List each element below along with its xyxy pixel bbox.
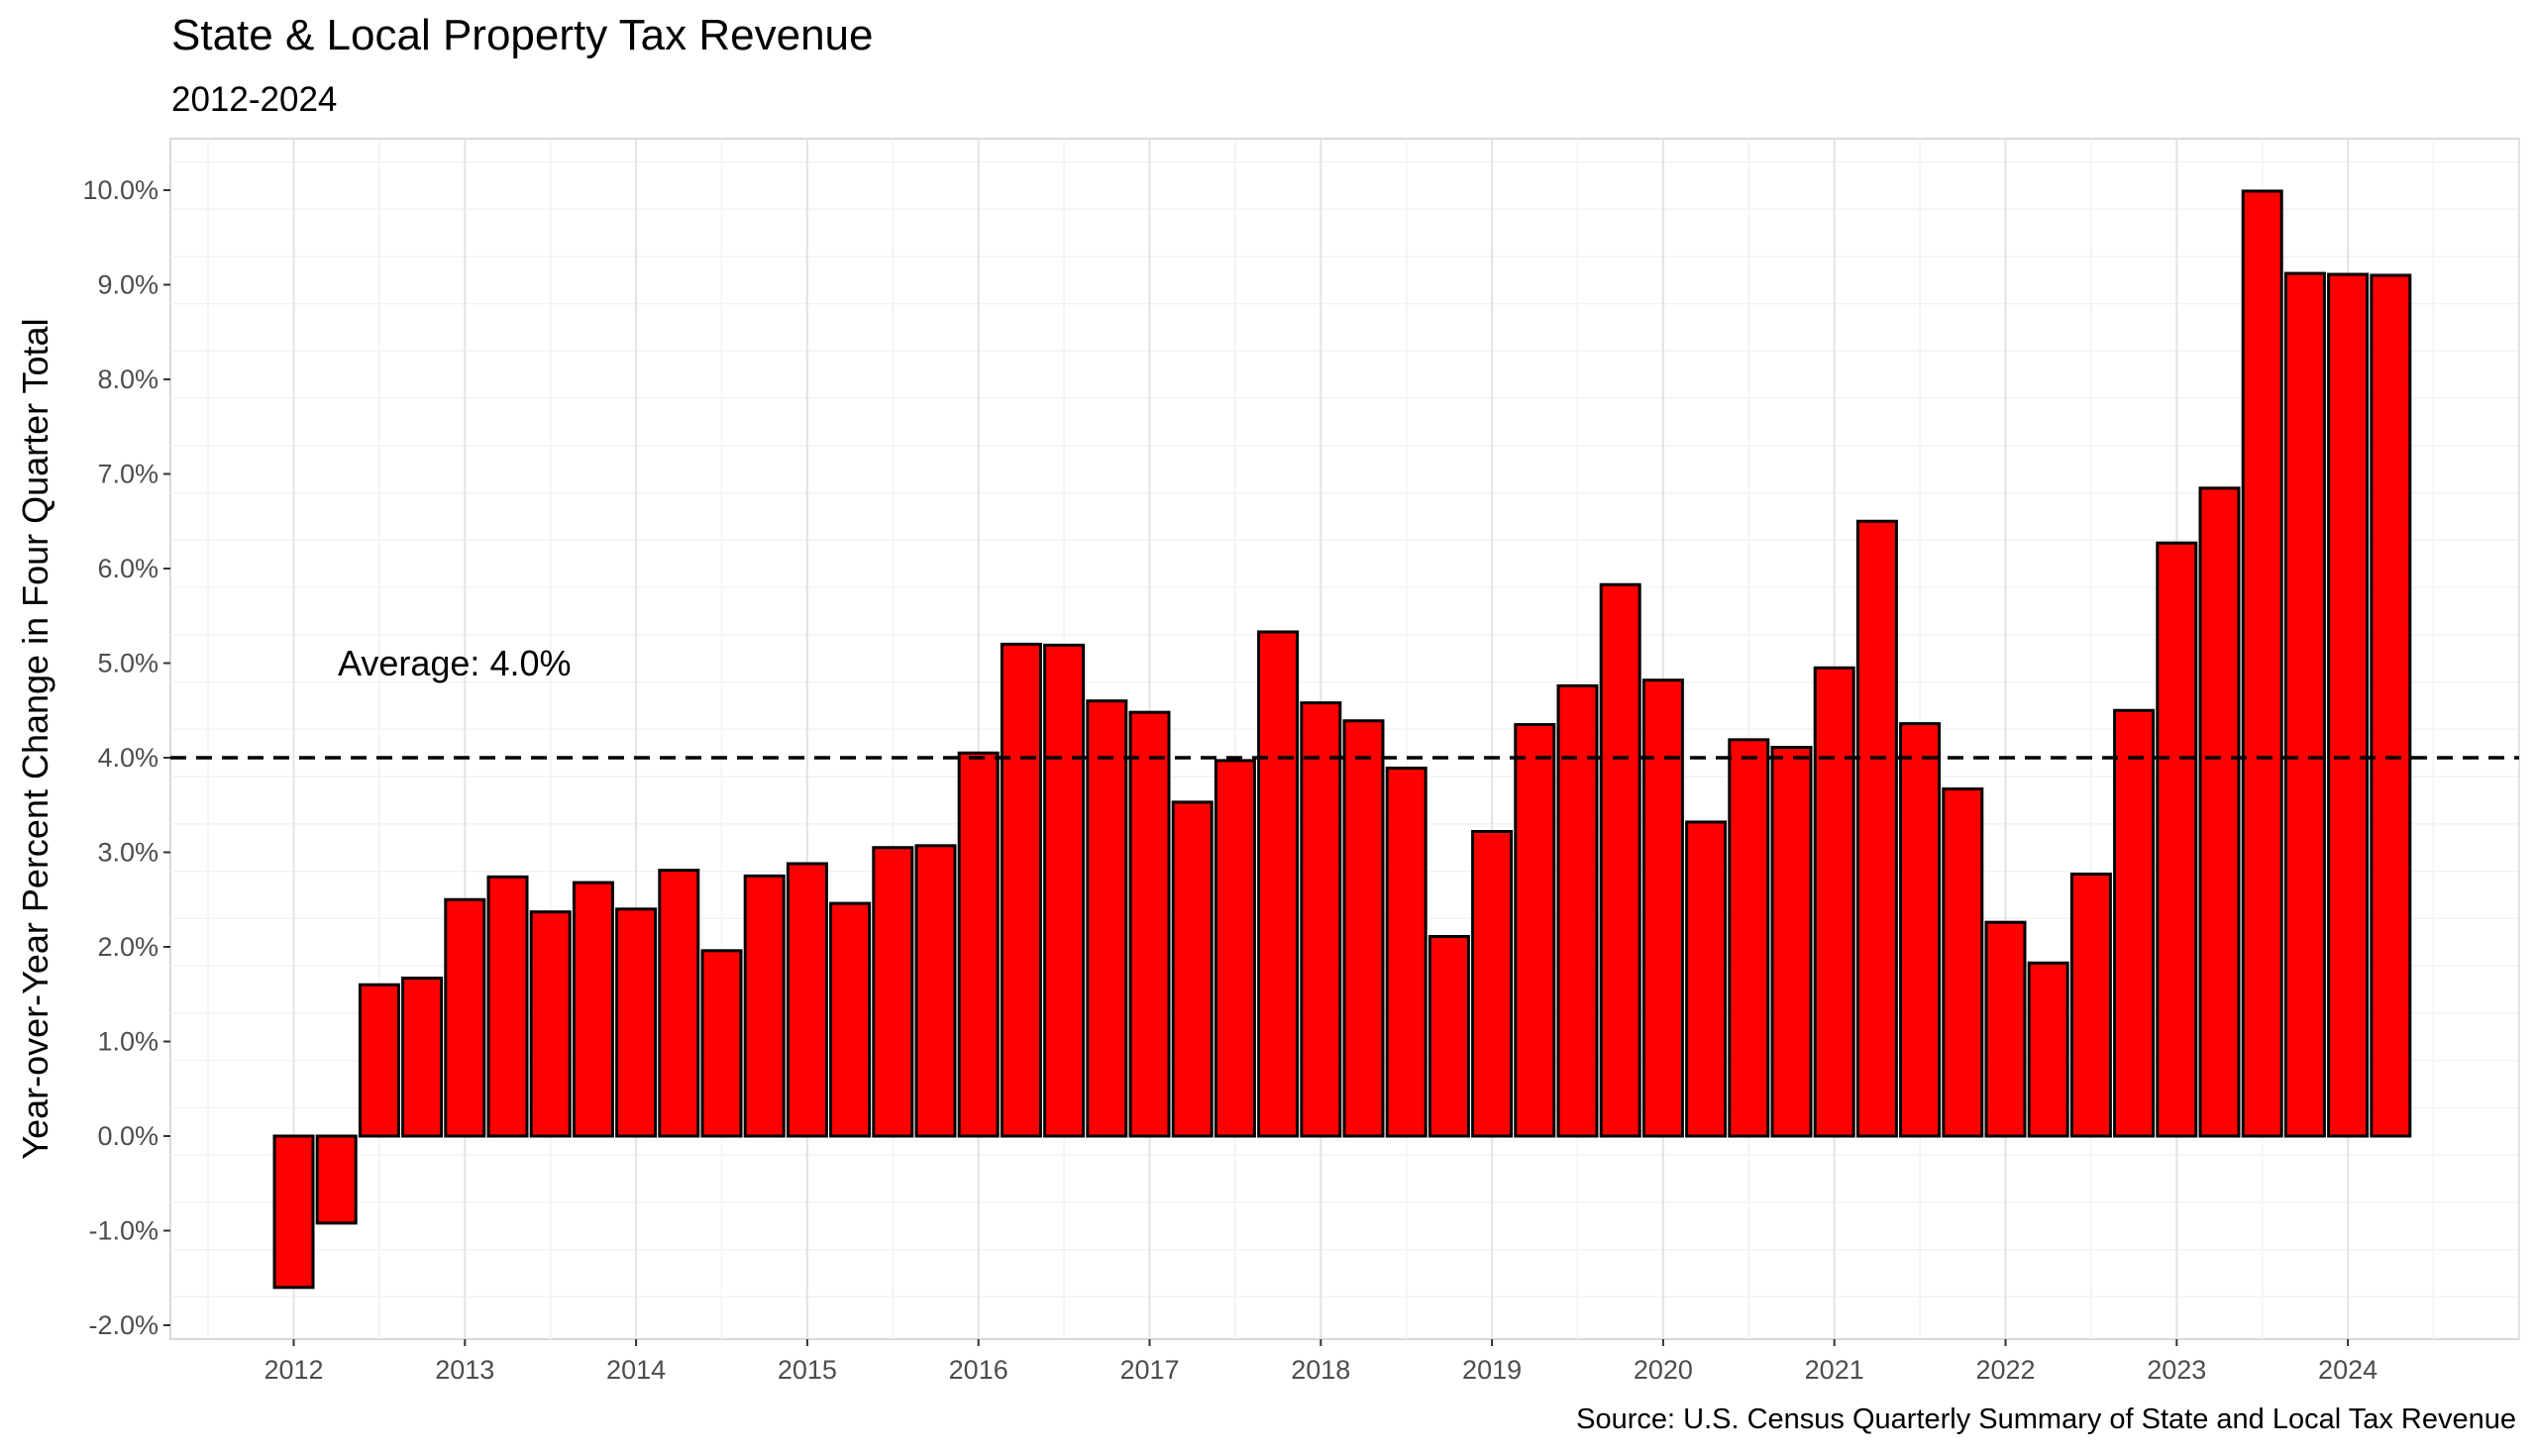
y-tick-label: 1.0% [97,1027,158,1057]
bar [1385,767,1427,1138]
bar [1984,920,2027,1138]
bar [315,1134,358,1225]
bar [615,907,658,1138]
bar [1641,678,1684,1138]
bar [2283,271,2326,1138]
y-tick-label: 8.0% [97,364,158,394]
y-tick-label: -2.0% [88,1310,158,1340]
bar [1257,630,1300,1138]
bar [1514,723,1556,1138]
y-tick-label: 7.0% [97,460,158,489]
bar [1086,699,1128,1138]
y-tick-label: -1.0% [88,1216,158,1246]
bar [2370,273,2412,1138]
bar [1171,800,1214,1138]
bar [2198,486,2241,1138]
bar [1855,519,1898,1138]
bar [1128,710,1171,1138]
y-tick-label: 2.0% [97,932,158,962]
bar [486,875,529,1138]
bar [914,844,957,1138]
x-tick-label: 2016 [949,1355,1008,1385]
bar [401,977,444,1138]
average-label: Average: 4.0% [338,643,572,683]
x-tick-label: 2013 [435,1355,494,1385]
bar [1471,829,1514,1138]
bar [272,1134,315,1290]
x-axis: 2012 2013 2014 2015 2016 2017 2018 2019 2020 2021… [264,1339,2378,1385]
x-tick-label: 2018 [1291,1355,1350,1385]
bar [1000,642,1042,1138]
x-tick-label: 2017 [1119,1355,1179,1385]
bar [1942,787,1984,1138]
bar [700,949,743,1138]
bar [1427,934,1470,1138]
bars [272,189,2412,1290]
source-caption: Source: U.S. Census Quarterly Summary of… [1576,1404,2516,1435]
bar [1685,820,1728,1138]
bar [529,910,572,1138]
y-tick-label: 4.0% [97,743,158,773]
bar [2241,189,2283,1138]
bar [572,881,614,1138]
bar [1899,722,1942,1138]
y-axis-label: Year-over-Year Percent Change in Four Qu… [15,318,55,1159]
bar [2027,961,2069,1138]
x-tick-label: 2014 [606,1355,666,1385]
bar [1342,719,1385,1138]
y-tick-label: 9.0% [97,270,158,300]
x-tick-label: 2021 [1805,1355,1864,1385]
bar [2327,272,2370,1138]
bar [829,901,872,1138]
bar [2069,872,2112,1138]
x-tick-label: 2012 [264,1355,323,1385]
bar [444,897,486,1138]
bar [1728,738,1770,1138]
x-tick-label: 2024 [2318,1355,2378,1385]
bar [1813,666,1855,1138]
y-tick-label: 3.0% [97,838,158,868]
bar [786,862,828,1138]
major-gridlines [292,139,2520,1339]
bar [658,869,700,1138]
bar [957,751,1000,1138]
bar [1556,683,1599,1138]
y-tick-label: 6.0% [97,554,158,583]
bar [2113,708,2156,1138]
bar [1770,745,1813,1138]
y-tick-label: 5.0% [97,649,158,678]
bar [1300,701,1342,1138]
x-tick-label: 2020 [1634,1355,1693,1385]
y-axis: -2.0% -1.0% 0.0% 1.0% 2.0% 3.0% 4.0% 5.0% 6.0% 7.… [82,175,170,1340]
x-tick-label: 2015 [778,1355,837,1385]
bar [1043,643,1086,1138]
y-tick-label: 10.0% [82,175,158,205]
x-tick-label: 2023 [2147,1355,2206,1385]
bar [743,874,786,1138]
bar [1599,582,1641,1138]
bar [1214,759,1256,1138]
chart-subtitle: 2012-2024 [171,80,337,119]
x-tick-label: 2022 [1975,1355,2035,1385]
x-tick-label: 2019 [1462,1355,1522,1385]
chart-title: State & Local Property Tax Revenue [171,11,874,59]
bar [872,846,914,1138]
bar [2156,541,2198,1138]
bar [358,983,400,1138]
y-tick-label: 0.0% [97,1121,158,1151]
